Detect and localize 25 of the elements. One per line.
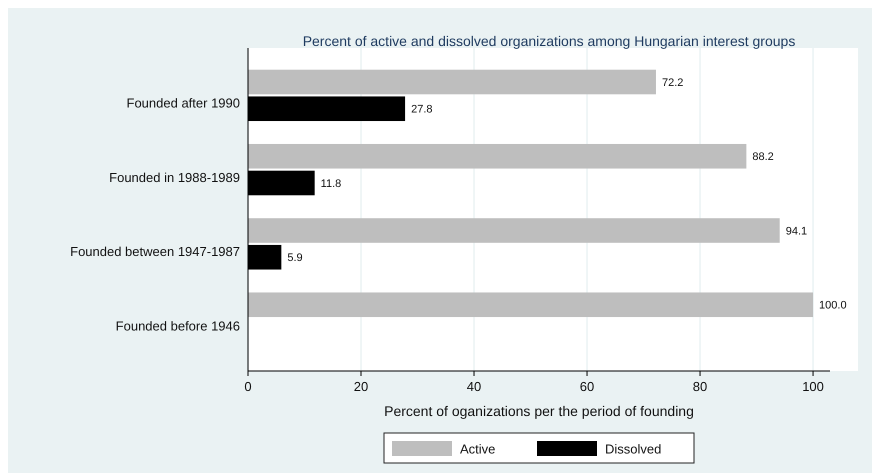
data-label: 88.2 bbox=[752, 151, 774, 164]
y-tick-label: Founded in 1988-1989 bbox=[109, 170, 240, 185]
bar bbox=[248, 70, 656, 94]
bar bbox=[248, 144, 746, 169]
x-axis-title: Percent of oganizations per the period of founding bbox=[384, 403, 694, 419]
bar bbox=[248, 292, 814, 318]
chart-title: Percent of active and dissolved organizations among Hungarian interest groups bbox=[302, 33, 796, 49]
y-tick-label: Founded between 1947-1987 bbox=[70, 244, 240, 260]
data-label: 27.8 bbox=[411, 104, 433, 116]
x-tick-label: 0 bbox=[244, 379, 252, 394]
data-label: 72.2 bbox=[662, 76, 684, 89]
x-tick-label: 60 bbox=[580, 379, 594, 394]
legend-label: Active bbox=[460, 442, 496, 457]
y-tick-label: Founded after 1990 bbox=[126, 96, 240, 111]
legend-label: Dissolved bbox=[605, 442, 662, 457]
data-label: 94.1 bbox=[786, 225, 808, 238]
x-tick-label: 100 bbox=[802, 379, 824, 394]
bar bbox=[248, 218, 780, 243]
data-label: 5.9 bbox=[287, 252, 303, 264]
data-label: 100.0 bbox=[819, 300, 847, 312]
y-tick-label: Founded before 1946 bbox=[116, 318, 240, 334]
x-tick-label: 20 bbox=[354, 379, 368, 394]
x-tick-label: 80 bbox=[692, 379, 708, 394]
x-tick-label: 40 bbox=[466, 379, 482, 394]
data-label: 11.8 bbox=[320, 178, 342, 190]
